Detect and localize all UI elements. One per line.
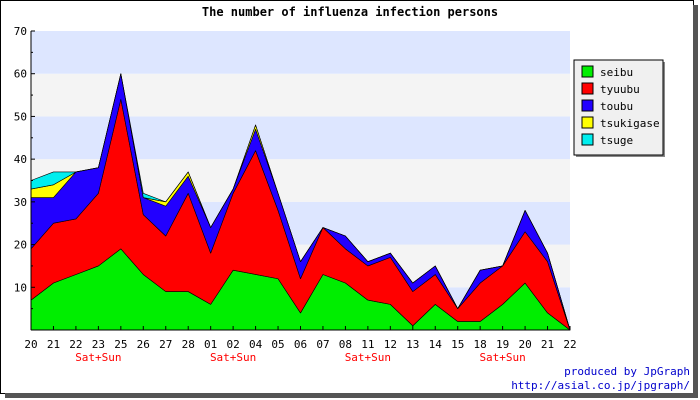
legend-swatch-tsuge [581,133,594,146]
weekend-note: Sat+Sun [479,351,525,364]
legend-label-tyuubu: tyuubu [600,83,640,96]
x-tick-label: 04 [249,338,263,351]
legend-label-seibu: seibu [600,66,633,79]
x-tick-label: 23 [92,338,105,351]
x-tick-label: 28 [182,338,195,351]
x-tick-label: 07 [316,338,329,351]
y-tick-label: 50 [14,110,27,123]
legend-swatch-seibu [581,65,594,78]
x-tick-label: 06 [294,338,307,351]
x-tick-label: 22 [69,338,82,351]
x-tick-label: 27 [159,338,172,351]
x-tick-label: 01 [204,338,217,351]
series-area-tsuge [30,73,571,331]
legend-label-tsuge: tsuge [600,134,633,147]
legend-swatch-toubu [581,99,594,112]
y-tick-label: 40 [14,153,27,166]
x-tick-label: 22 [563,338,576,351]
frame-shadow-right [693,5,698,398]
frame-shadow-bottom [5,393,698,398]
legend: seibu tyuubu toubu tsukigase tsuge [573,59,665,157]
x-tick-label: 20 [24,338,37,351]
x-tick-label: 14 [429,338,443,351]
x-tick-label: 11 [361,338,374,351]
x-tick-label: 26 [137,338,150,351]
y-tick-label: 20 [14,239,27,252]
legend-label-toubu: toubu [600,100,633,113]
x-tick-label: 18 [474,338,487,351]
x-tick-label: 21 [541,338,554,351]
x-tick-label: 25 [114,338,127,351]
x-tick-label: 05 [271,338,284,351]
credit-line-1: produced by JpGraph [564,365,690,378]
y-tick-label: 30 [14,196,27,209]
legend-label-tsukigase: tsukigase [600,117,660,130]
x-tick-label: 12 [384,338,397,351]
x-tick-label: 02 [227,338,240,351]
legend-swatch-tyuubu [581,82,594,95]
weekend-note: Sat+Sun [210,351,256,364]
x-tick-label: 21 [47,338,60,351]
weekend-note: Sat+Sun [75,351,121,364]
x-tick-label: 08 [339,338,352,351]
x-tick-label: 13 [406,338,419,351]
y-tick-label: 60 [14,68,27,81]
y-axis-ticks: 10 20 30 40 50 60 70 [14,25,35,310]
y-tick-label: 10 [14,281,27,294]
credit-link[interactable]: http://asial.co.jp/jpgraph/ [511,379,690,392]
x-tick-label: 20 [518,338,531,351]
grid-band [31,31,570,74]
weekend-notes: Sat+Sun Sat+Sun Sat+Sun Sat+Sun [75,351,526,364]
credit-line-2[interactable]: http://asial.co.jp/jpgraph/ [511,379,690,392]
y-tick-label: 70 [14,25,27,38]
x-tick-label: 15 [451,338,464,351]
x-tick-label: 19 [496,338,509,351]
x-axis-ticks: 20 21 22 23 25 26 27 28 01 02 04 05 06 07 08 11 12 13 14 15… [24,326,577,351]
stacked-areas [30,73,571,331]
chart-title: The number of influenza infection person… [202,5,498,19]
weekend-note: Sat+Sun [345,351,391,364]
legend-swatch-tsukigase [581,116,594,129]
